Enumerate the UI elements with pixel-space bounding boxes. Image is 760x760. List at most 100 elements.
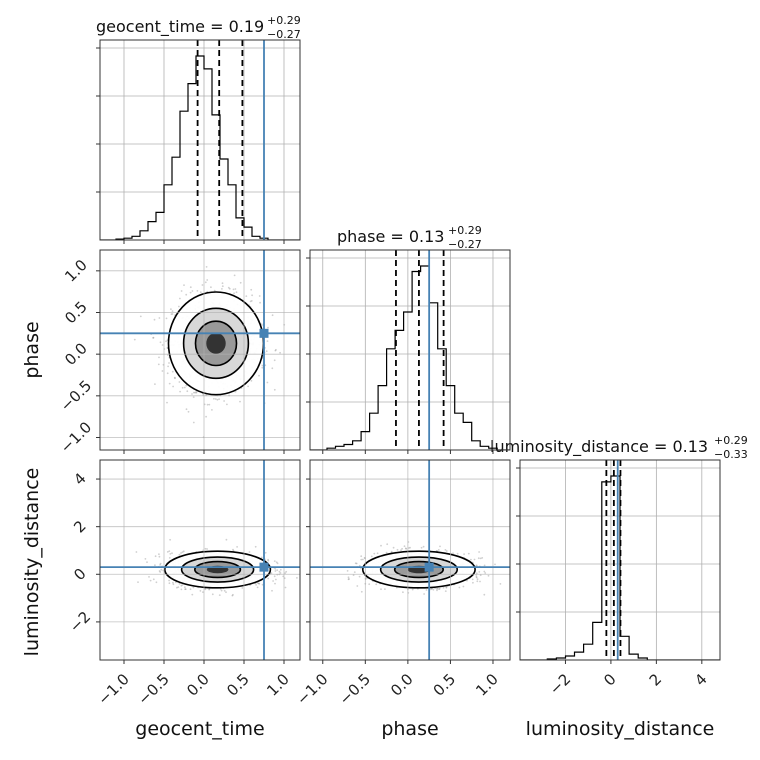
xlabel-geocent-time: geocent_time [135,718,264,740]
scatter-point [373,552,376,555]
marginal-phase [310,250,510,450]
scatter-point [154,555,157,558]
scatter-point [221,282,224,285]
scatter-point [213,289,216,292]
scatter-point [271,314,274,317]
ytick-label-luminosity-distance-3: 4 [70,469,89,488]
scatter-point [154,564,156,567]
scatter-point [189,588,192,591]
scatter-point [276,569,279,571]
scatter-point [168,579,171,582]
scatter-point [186,390,189,393]
scatter-point [239,281,242,284]
scatter-point [411,588,414,591]
scatter-point [168,582,171,585]
scatter-point [471,578,474,581]
scatter-point [177,586,180,588]
scatter-point [376,552,379,555]
scatter-point [161,370,164,372]
scatter-point [462,585,465,588]
title-luminosity-distance-minus: −0.33 [714,448,748,461]
scatter-point [267,577,270,580]
scatter-point [442,586,445,589]
scatter-point [279,572,282,574]
scatter-point [191,290,194,292]
scatter-point [173,376,176,379]
title-geocent-time-plus: +0.29 [267,14,301,27]
scatter-point [273,359,276,362]
xtick-label-geocent-time-3: 0.5 [223,670,253,700]
scatter-point [232,288,235,291]
scatter-point [223,589,226,592]
scatter-point [346,570,349,572]
scatter-point [247,385,250,388]
marginal-geocent-time [100,40,300,240]
scatter-point [257,582,259,585]
scatter-point [479,580,481,583]
scatter-point [278,570,281,573]
scatter-point [181,551,184,553]
scatter-point [276,562,279,565]
xtick-label-geocent-time-2: 0.0 [183,670,213,700]
scatter-point [226,403,228,406]
scatter-point [210,286,212,289]
scatter-point [218,398,221,400]
xtick-label-luminosity-distance-x-0: −2 [546,670,574,698]
scatter-point [265,350,268,353]
pair-geocent-time-vs-phase [100,250,300,450]
scatter-point [445,586,448,588]
hist-step-phase [310,265,510,450]
scatter-point [204,588,207,591]
scatter-point [155,581,158,584]
scatter-point [385,551,388,554]
scatter-point [483,570,486,573]
scatter-point [478,551,480,553]
scatter-point [231,594,234,597]
scatter-point [475,576,478,579]
scatter-point [264,551,267,554]
scatter-point [184,588,187,591]
scatter-point [178,381,181,383]
scatter-point [439,545,441,548]
scatter-point [257,582,260,585]
pair-geocent-time-vs-phase-contour-2 [194,320,238,367]
scatter-point [407,547,410,549]
scatter-point [390,550,393,553]
scatter-point [478,571,481,573]
scatter-point [438,588,440,590]
scatter-point [272,580,274,582]
scatter-point [208,403,211,406]
scatter-point [285,570,288,573]
scatter-point [161,344,164,346]
scatter-point [152,336,155,339]
pair-geocent-time-vs-phase-contour-1 [182,307,250,380]
scatter-point [362,558,364,561]
scatter-point [260,556,263,559]
scatter-point [180,588,183,591]
scatter-point [360,590,363,593]
marginal-luminosity-distance-frame [519,459,721,661]
title-luminosity-distance-main: luminosity_distance = 0.13 [490,437,708,457]
scatter-point [225,591,227,594]
scatter-point [225,538,228,541]
scatter-point [409,546,411,549]
scatter-point [181,386,184,389]
scatter-point [353,571,356,573]
pair-phase-vs-luminosity-distance-contour-2 [393,560,444,579]
scatter-point [168,382,171,385]
scatter-point [258,582,261,585]
scatter-point [270,572,273,574]
scatter-point [213,397,215,400]
scatter-point [174,377,176,380]
scatter-point [137,581,139,583]
scatter-point [171,552,173,555]
scatter-point [275,348,277,351]
scatter-point [159,571,162,573]
scatter-point [220,589,223,592]
scatter-point [368,583,371,586]
scatter-point [256,586,259,589]
scatter-point [232,593,234,596]
scatter-point [275,561,278,564]
scatter-point [475,572,478,575]
scatter-point [267,559,270,562]
